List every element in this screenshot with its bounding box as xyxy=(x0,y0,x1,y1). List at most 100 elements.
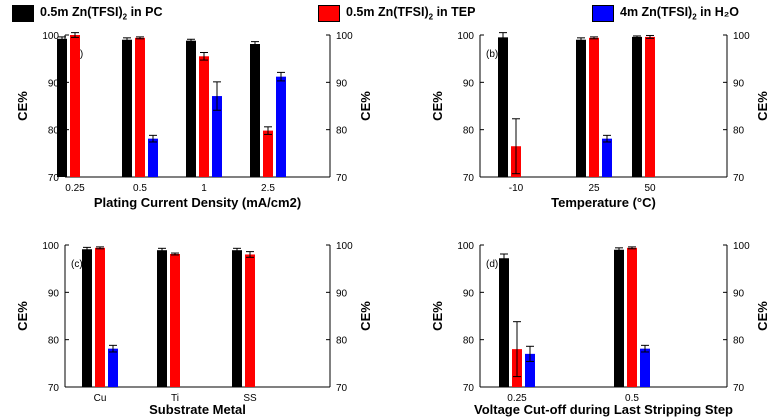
y-axis-title-right: CE% xyxy=(358,91,373,121)
bar xyxy=(263,130,273,177)
bar xyxy=(148,138,158,177)
x-axis-title: Substrate Metal xyxy=(149,402,246,417)
panel-label: (b) xyxy=(486,49,498,60)
bar xyxy=(186,40,196,178)
y-tick-label-left: 70 xyxy=(463,383,475,394)
y-tick-label-left: 90 xyxy=(463,78,475,89)
chart-panel-3: 70 70 80 80 90 90 100 100 CE% CE% (c) Cu Ti SSSubstra… xyxy=(15,241,373,417)
bar xyxy=(525,353,535,387)
legend-item-h2o: 4m Zn(TFSI)2 in H₂O xyxy=(592,2,739,24)
y-axis-title-right: CE% xyxy=(755,91,770,121)
x-tick-label: 25 xyxy=(588,183,600,194)
y-axis-title-left: CE% xyxy=(15,301,30,331)
x-tick-label: 0.25 xyxy=(507,393,527,404)
bar xyxy=(135,37,145,178)
bar xyxy=(57,38,67,177)
legend-swatch-pc xyxy=(12,4,34,22)
panel-label: (c) xyxy=(71,259,83,270)
y-tick-label-right: 90 xyxy=(336,78,348,89)
bar xyxy=(632,36,642,177)
y-tick-label-left: 80 xyxy=(48,126,60,137)
x-tick-label: -10 xyxy=(509,183,524,194)
y-tick-label-right: 90 xyxy=(336,288,348,299)
bar xyxy=(70,35,80,177)
bar xyxy=(627,247,637,387)
chart-panel-4: 70 70 80 80 90 90 100 100 CE% CE% (d) 0.25 0.5Voltag… xyxy=(430,241,770,417)
legend-swatch-h2o xyxy=(592,4,614,22)
legend-label-tep: 0.5m Zn(TFSI)2 in TEP xyxy=(346,4,476,22)
x-tick-label: Cu xyxy=(94,393,107,404)
x-tick-label: 1 xyxy=(201,183,207,194)
x-tick-label: 0.5 xyxy=(133,183,147,194)
legend-item-tep: 0.5m Zn(TFSI)2 in TEP xyxy=(318,2,475,24)
bar xyxy=(645,36,655,177)
x-tick-label: 0.5 xyxy=(625,393,639,404)
y-tick-label-right: 90 xyxy=(733,288,745,299)
y-tick-label-right: 70 xyxy=(336,173,348,184)
bar xyxy=(614,249,624,387)
y-tick-label-right: 90 xyxy=(733,78,745,89)
y-axis-title-left: CE% xyxy=(430,301,445,331)
y-tick-label-right: 100 xyxy=(733,241,750,252)
y-tick-label-right: 70 xyxy=(733,383,745,394)
bar xyxy=(499,258,509,387)
x-axis-title: Temperature (°C) xyxy=(551,195,656,210)
y-tick-label-right: 80 xyxy=(733,336,745,347)
bar xyxy=(576,39,586,177)
y-tick-label-right: 100 xyxy=(733,31,750,42)
y-tick-label-left: 80 xyxy=(463,126,475,137)
x-tick-label: SS xyxy=(243,393,257,404)
bar xyxy=(498,37,508,177)
y-axis-title-right: CE% xyxy=(755,301,770,331)
panel-label: (d) xyxy=(486,259,498,270)
bar xyxy=(276,76,286,177)
y-tick-label-right: 70 xyxy=(336,383,348,394)
y-tick-label-left: 90 xyxy=(463,288,475,299)
y-tick-label-right: 80 xyxy=(336,336,348,347)
y-tick-label-right: 70 xyxy=(733,173,745,184)
x-tick-label: 50 xyxy=(644,183,656,194)
y-tick-label-left: 100 xyxy=(42,31,59,42)
bar xyxy=(95,247,105,387)
y-tick-label-right: 80 xyxy=(733,126,745,137)
legend-label-h2o: 4m Zn(TFSI)2 in H₂O xyxy=(620,4,740,22)
legend-label-pc: 0.5m Zn(TFSI)2 in PC xyxy=(40,4,163,22)
bar xyxy=(602,138,612,177)
bar xyxy=(640,348,650,387)
bar xyxy=(108,348,118,387)
x-axis-title: Voltage Cut-off during Last Stripping St… xyxy=(474,402,733,417)
y-tick-label-left: 100 xyxy=(457,31,474,42)
chart-panel-1: 707080809090100100CE%CE%(a)0.250.512.5Pl… xyxy=(15,31,373,210)
x-axis-title: Plating Current Density (mA/cm2) xyxy=(94,195,301,210)
y-tick-label-right: 100 xyxy=(336,241,353,252)
bar xyxy=(82,249,92,387)
legend-swatch-tep xyxy=(318,4,340,22)
y-tick-label-left: 70 xyxy=(463,173,475,184)
y-axis-title-left: CE% xyxy=(15,91,30,121)
bar xyxy=(589,37,599,178)
chart-panel-2: 70 70 80 80 90 90 100 100 CE% CE% (b) -10 25 50Temper… xyxy=(430,31,770,210)
bar xyxy=(212,96,222,177)
bar xyxy=(170,253,180,387)
y-tick-label-left: 80 xyxy=(48,336,60,347)
y-axis-title-left: CE% xyxy=(430,91,445,121)
y-tick-label-left: 90 xyxy=(48,78,60,89)
legend-item-pc: 0.5m Zn(TFSI)2 in PC xyxy=(12,2,163,24)
y-tick-label-right: 80 xyxy=(336,126,348,137)
y-tick-label-left: 100 xyxy=(42,241,59,252)
x-tick-label: 0.25 xyxy=(65,183,85,194)
x-tick-label: 2.5 xyxy=(261,183,275,194)
y-tick-label-left: 80 xyxy=(463,336,475,347)
y-tick-label-left: 90 xyxy=(48,288,60,299)
bar xyxy=(199,56,209,177)
y-tick-label-left: 70 xyxy=(48,383,60,394)
y-axis-title-right: CE% xyxy=(358,301,373,331)
bar xyxy=(232,250,242,387)
y-tick-label-left: 100 xyxy=(457,241,474,252)
bar xyxy=(245,254,255,387)
y-tick-label-left: 70 xyxy=(48,173,60,184)
y-tick-label-right: 100 xyxy=(336,31,353,42)
x-tick-label: Ti xyxy=(171,393,179,404)
bar xyxy=(122,39,132,177)
